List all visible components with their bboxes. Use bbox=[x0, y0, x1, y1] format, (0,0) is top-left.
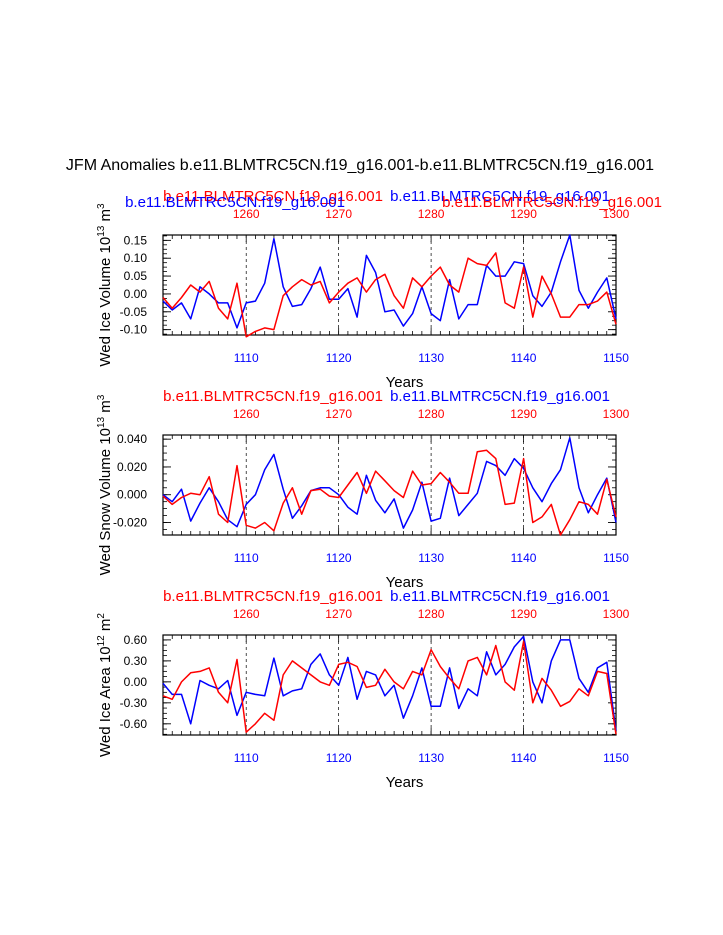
x-tick-label-top: 1290 bbox=[510, 207, 537, 221]
x-tick-label-top: 1260 bbox=[233, 607, 260, 621]
plot-frame bbox=[162, 434, 617, 536]
x-tick-label-top: 1270 bbox=[325, 607, 352, 621]
y-tick-label: 0.05 bbox=[124, 269, 148, 283]
x-tick-label-top: 1280 bbox=[418, 207, 445, 221]
y-axis-title-base: Wed Ice Volume 10 bbox=[97, 237, 114, 367]
x-tick-label-top: 1290 bbox=[510, 407, 537, 421]
x-tick-label-bottom: 1140 bbox=[511, 351, 537, 365]
y-axis-title-unit-exp: 3 bbox=[96, 394, 107, 400]
legend-label: b.e11.BLMTRC5CN.f19_g16.001 bbox=[390, 588, 610, 605]
x-tick-label-bottom: 1140 bbox=[511, 751, 537, 765]
x-tick-label-top: 1260 bbox=[233, 407, 260, 421]
legend-label: b.e11.BLMTRC5CN.f19_g16.001 bbox=[125, 194, 345, 211]
x-tick-label-bottom: 1110 bbox=[234, 351, 259, 365]
y-axis-title-unit-exp: 2 bbox=[96, 613, 107, 619]
y-tick-label: -0.10 bbox=[120, 323, 148, 337]
x-tick-label-top: 1270 bbox=[325, 407, 352, 421]
x-tick-label-top: 1290 bbox=[510, 607, 537, 621]
y-tick-label: -0.30 bbox=[120, 696, 148, 710]
y-tick-label: 0.040 bbox=[117, 432, 147, 446]
y-axis-title-base: Wed Ice Area 10 bbox=[97, 646, 114, 757]
plot-frame bbox=[162, 634, 617, 736]
x-axis-title: Years bbox=[386, 374, 424, 391]
legend-label: b.e11.BLMTRC5CN.f19_g16.001 bbox=[390, 388, 610, 405]
y-tick-label: 0.10 bbox=[124, 251, 148, 265]
series-line-red bbox=[162, 449, 617, 536]
x-tick-label-bottom: 1110 bbox=[234, 751, 259, 765]
x-tick-label-bottom: 1120 bbox=[326, 351, 352, 365]
x-tick-label-top: 1300 bbox=[603, 407, 630, 421]
main-title: JFM Anomalies b.e11.BLMTRC5CN.f19_g16.00… bbox=[66, 157, 654, 174]
x-tick-label-top: 1260 bbox=[233, 207, 260, 221]
y-axis-title-unit: m bbox=[97, 209, 114, 226]
x-tick-label-bottom: 1150 bbox=[603, 551, 629, 565]
y-tick-label: 0.15 bbox=[124, 233, 148, 247]
y-axis-title-base: Wed Snow Volume 10 bbox=[97, 428, 114, 575]
y-tick-label: 0.60 bbox=[124, 633, 148, 647]
y-tick-label: -0.05 bbox=[120, 305, 148, 319]
x-tick-label-bottom: 1140 bbox=[511, 551, 537, 565]
y-tick-label: 0.30 bbox=[124, 654, 148, 668]
x-tick-label-top: 1300 bbox=[603, 607, 630, 621]
legend-label: b.e11.BLMTRC5CN.f19_g16.001 bbox=[442, 194, 662, 211]
series-line-red bbox=[162, 640, 617, 735]
series-line-blue bbox=[162, 635, 617, 731]
series-line-red bbox=[162, 252, 617, 338]
x-tick-label-top: 1280 bbox=[418, 607, 445, 621]
y-axis-title-exp: 13 bbox=[96, 225, 107, 237]
x-tick-label-top: 1270 bbox=[325, 207, 352, 221]
x-tick-label-bottom: 1150 bbox=[603, 751, 629, 765]
y-axis-title: Wed Snow Volume 1013 m3 bbox=[96, 394, 114, 575]
y-tick-label: 0.00 bbox=[124, 675, 148, 689]
y-axis-title: Wed Ice Volume 1013 m3 bbox=[96, 203, 114, 367]
y-axis-title-exp: 12 bbox=[96, 635, 107, 647]
legend-label: b.e11.BLMTRC5CN.f19_g16.001 bbox=[163, 588, 383, 605]
x-tick-label-bottom: 1150 bbox=[603, 351, 629, 365]
y-tick-label: -0.020 bbox=[113, 516, 147, 530]
x-tick-label-bottom: 1130 bbox=[418, 351, 444, 365]
y-tick-label: -0.60 bbox=[120, 717, 148, 731]
y-tick-label: 0.000 bbox=[117, 488, 147, 502]
panel-snow-volume: 1110 1120 1130 1140 1150 1260 1270 1280 1290 1300… bbox=[96, 388, 630, 591]
x-tick-label-top: 1280 bbox=[418, 407, 445, 421]
x-axis-title: Years bbox=[386, 774, 424, 791]
legend-label: b.e11.BLMTRC5CN.f19_g16.001 bbox=[163, 388, 383, 405]
y-axis-title-unit: m bbox=[97, 619, 114, 636]
y-axis-title-exp: 13 bbox=[96, 416, 107, 428]
x-tick-label-bottom: 1130 bbox=[418, 751, 444, 765]
x-axis-title: Years bbox=[386, 574, 424, 591]
x-tick-label-bottom: 1120 bbox=[326, 751, 352, 765]
legend-label: b.e11.BLMTRC5CN.f19_g16.001 bbox=[163, 188, 383, 205]
x-tick-label-top: 1300 bbox=[603, 207, 630, 221]
x-tick-label-bottom: 1130 bbox=[418, 551, 444, 565]
panel-ice-volume: 1110 1120 1130 1140 1150 1260 1270 1280 1290 1300… bbox=[96, 188, 662, 391]
y-axis-title: Wed Ice Area 1012 m2 bbox=[96, 613, 114, 757]
y-tick-label: 0.00 bbox=[124, 287, 148, 301]
panel-ice-area: 1110 1120 1130 1140 1150 1260 1270 1280 1290 1300… bbox=[96, 588, 630, 791]
x-tick-label-bottom: 1120 bbox=[326, 551, 352, 565]
series-line-blue bbox=[162, 437, 617, 529]
x-tick-label-bottom: 1110 bbox=[234, 551, 259, 565]
y-tick-label: 0.020 bbox=[117, 460, 147, 474]
legend-label: b.e11.BLMTRC5CN.f19_g16.001 bbox=[390, 188, 610, 205]
y-axis-title-unit: m bbox=[97, 400, 114, 417]
series-line-blue bbox=[162, 234, 617, 329]
y-axis-title-unit-exp: 3 bbox=[96, 203, 107, 209]
